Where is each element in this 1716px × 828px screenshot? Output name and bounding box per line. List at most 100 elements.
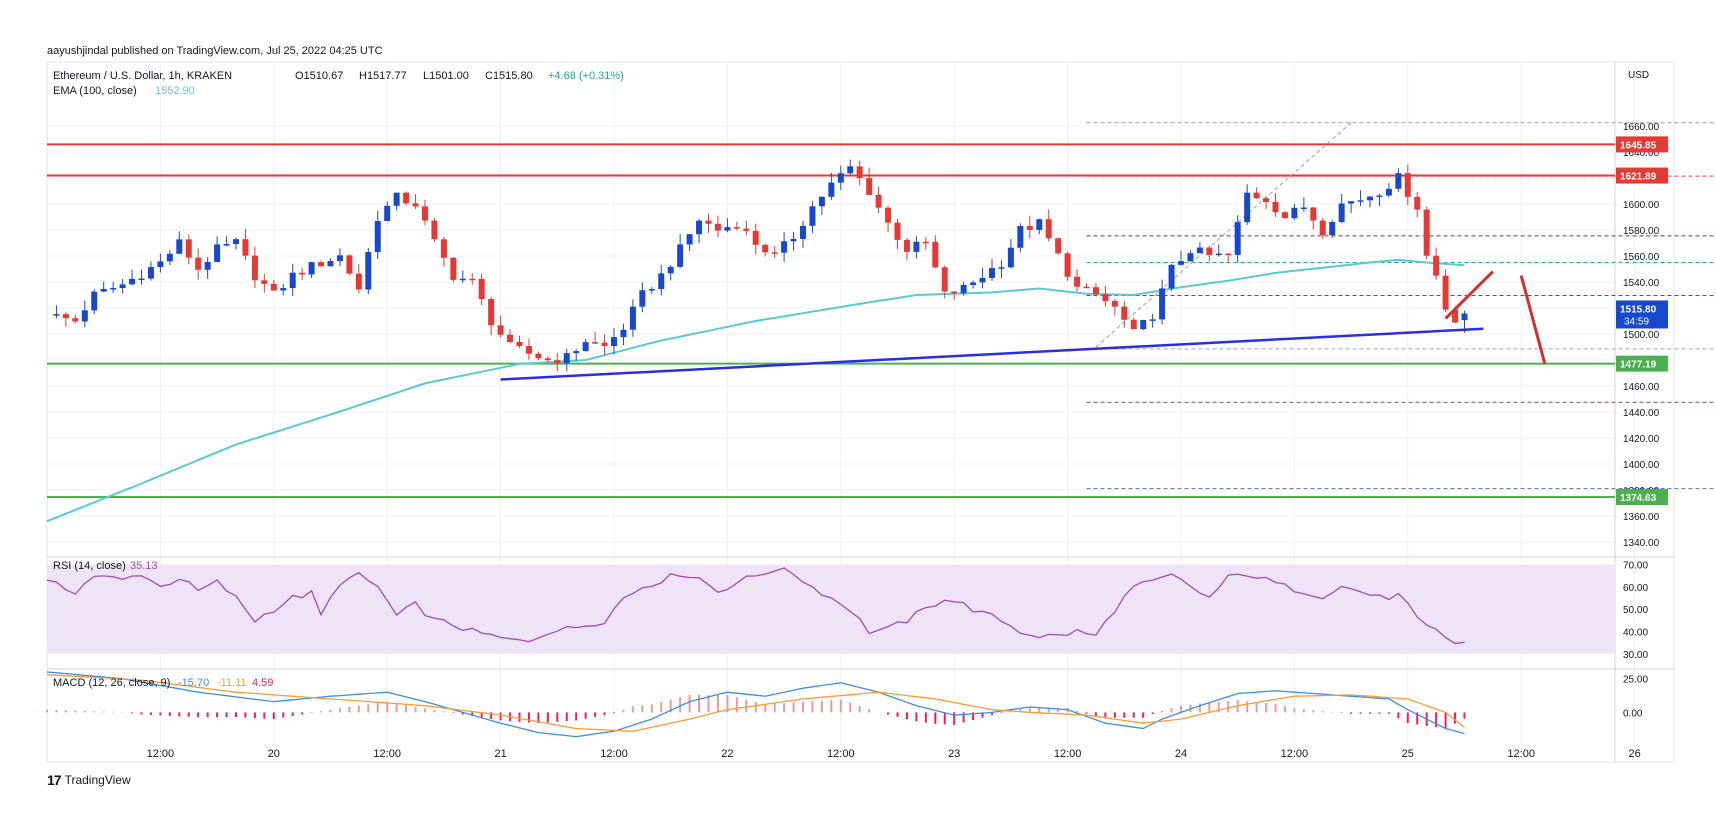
candle-body — [1130, 319, 1137, 330]
candle-body — [53, 314, 60, 316]
candle — [573, 348, 580, 361]
trendline-group[interactable] — [500, 327, 1484, 381]
candle-body — [1300, 207, 1307, 210]
candle-body — [214, 244, 221, 262]
candle-body — [1452, 309, 1459, 323]
candle — [1414, 192, 1421, 218]
candle-body — [989, 268, 995, 278]
price-tick: 1440.00 — [1623, 408, 1660, 419]
candle — [507, 329, 514, 344]
candle — [1149, 313, 1156, 328]
candle — [195, 248, 202, 280]
candle-body — [837, 173, 844, 183]
candle — [629, 299, 636, 337]
candle-body — [866, 178, 873, 195]
footer-branding[interactable]: 17 TradingView — [47, 772, 131, 788]
candle-body — [1442, 275, 1449, 310]
price-axis[interactable]: 1340.001360.001380.001400.001420.001440.… — [1616, 122, 1668, 719]
candle-body — [1092, 287, 1099, 295]
candle-body — [1395, 173, 1402, 189]
last-price-tag — [1616, 300, 1668, 329]
price-tick: 1500.00 — [1623, 330, 1660, 341]
candle-body — [1281, 212, 1288, 219]
candle — [318, 260, 325, 267]
candle — [1234, 215, 1241, 263]
candle — [157, 253, 164, 273]
candle-body — [478, 278, 485, 300]
candle-body — [544, 358, 551, 361]
candle-body — [620, 329, 627, 338]
candle — [242, 229, 249, 260]
candle-body — [573, 351, 580, 354]
candle — [1187, 250, 1194, 262]
symbol-title: Ethereum / U.S. Dollar, 1h, KRAKEN — [53, 70, 232, 82]
candle-body — [1045, 219, 1052, 239]
candle-body — [91, 291, 98, 311]
candle — [1338, 194, 1345, 224]
candle — [478, 273, 485, 306]
publisher-caption: aayushjindal published on TradingView.co… — [47, 45, 383, 57]
candle-body — [885, 207, 892, 223]
candle — [885, 206, 892, 232]
candle — [393, 192, 400, 211]
candle-body — [270, 283, 277, 291]
candle — [658, 264, 665, 296]
candles[interactable] — [53, 159, 1468, 372]
candle — [469, 273, 476, 285]
rsi-tick: 70.00 — [1623, 560, 1648, 571]
candle-body — [847, 166, 854, 174]
candle — [233, 237, 239, 250]
candle-body — [403, 192, 410, 204]
candle-body — [129, 278, 136, 285]
macd-line — [46, 671, 1465, 738]
rsi-band — [47, 564, 1615, 654]
candle-body — [450, 257, 457, 280]
rsi-label: RSI (14, close) — [53, 560, 126, 572]
candle — [1272, 193, 1279, 217]
candle-body — [1423, 209, 1430, 256]
candle-body — [582, 342, 589, 352]
candle-body — [1329, 222, 1336, 236]
candle — [81, 300, 88, 328]
candle-body — [932, 241, 939, 268]
candle — [214, 236, 221, 263]
candle — [1168, 263, 1175, 291]
candle-body — [440, 239, 447, 258]
candle — [582, 339, 589, 352]
time-axis[interactable]: 12:00 20 12:00 21 12:00 22 12:00 23 12:00 24 12:00… — [147, 748, 1716, 760]
candle-body — [412, 203, 419, 207]
candle — [459, 270, 466, 283]
candle-body — [951, 291, 958, 294]
candle — [299, 267, 306, 281]
candle-body — [686, 234, 693, 245]
candle-body — [1253, 192, 1260, 199]
candle — [781, 232, 788, 262]
rsi-value: 35.13 — [130, 560, 158, 572]
candle — [374, 210, 381, 259]
candle — [1244, 184, 1251, 226]
scenario-arrows — [1444, 270, 1547, 365]
candle-body — [138, 278, 145, 281]
candle — [1263, 196, 1270, 210]
price-unit: USD — [1628, 70, 1649, 81]
candle — [913, 236, 920, 259]
candle-body — [1376, 195, 1383, 198]
candle — [989, 258, 995, 281]
candle-body — [1385, 188, 1392, 196]
candle — [1367, 196, 1373, 208]
candle-body — [1215, 253, 1222, 256]
candle-body — [1026, 226, 1033, 230]
ohlc-low: L1501.00 — [423, 70, 469, 82]
candle — [1433, 247, 1440, 280]
price-tick: 1660.00 — [1623, 122, 1660, 133]
candle — [847, 159, 854, 175]
support-trendline — [500, 327, 1484, 381]
time-tick: 12:00 — [1281, 748, 1309, 760]
candle-body — [1187, 253, 1194, 262]
candle-body — [1159, 288, 1166, 320]
candle-body — [459, 278, 466, 281]
candle-body — [1102, 294, 1109, 302]
candle-body — [1149, 319, 1156, 321]
candle-body — [800, 225, 806, 239]
